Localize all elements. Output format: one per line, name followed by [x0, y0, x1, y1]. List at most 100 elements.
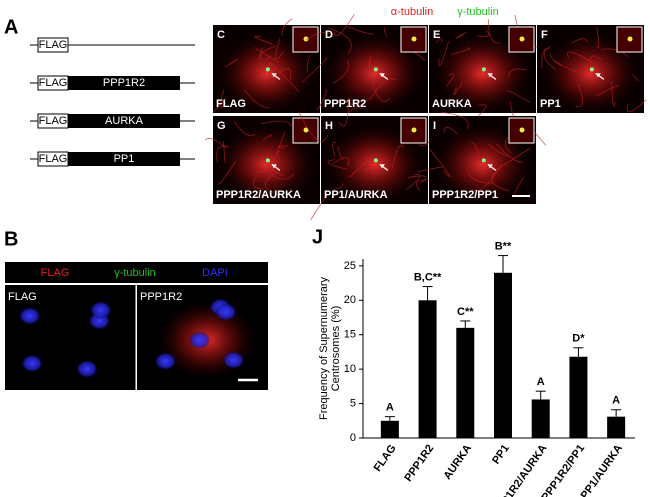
microtubule — [254, 47, 280, 64]
microtubule — [383, 27, 387, 37]
inset-dot — [519, 127, 525, 133]
inset-dot — [303, 36, 309, 42]
inset-dot — [519, 36, 525, 42]
microtubule — [504, 137, 512, 154]
arrowhead — [379, 164, 385, 169]
cell-glow — [434, 33, 531, 113]
stain-label: γ-tubulin — [114, 267, 156, 279]
microtubule — [451, 47, 471, 55]
microtubule — [478, 104, 487, 116]
insert-name: PPP1R2 — [103, 77, 145, 89]
microtubule — [333, 182, 344, 190]
insert-name: PP1 — [114, 153, 135, 165]
centrosome — [265, 67, 270, 72]
microtubule — [243, 89, 270, 109]
inset-dot — [411, 36, 417, 42]
panel-name: PPP1R2 — [140, 291, 182, 303]
bar-label: C** — [457, 306, 474, 318]
bar-label: D* — [572, 333, 585, 345]
panel-letter: H — [325, 120, 333, 132]
panel-letter: C — [217, 29, 225, 41]
microtubule — [468, 172, 493, 184]
microtubule — [298, 111, 329, 142]
centrosome — [265, 158, 270, 163]
microtubule — [488, 19, 500, 44]
x-tick-label: FLAG — [372, 443, 399, 474]
panel-name: PPP1R2/AURKA — [216, 189, 301, 201]
panel-name: PP1 — [540, 98, 561, 110]
panel-letter: E — [433, 29, 440, 41]
y-tick-label: 5 — [350, 397, 356, 409]
insert-box — [68, 152, 180, 166]
panel-name: AURKA — [432, 98, 472, 110]
microtubule — [406, 173, 421, 190]
nucleus — [154, 352, 177, 371]
flag-tag: FLAG — [39, 39, 68, 51]
microtubule — [258, 45, 277, 65]
microtubule — [332, 156, 350, 166]
arrowhead — [271, 164, 277, 169]
microtubule — [337, 99, 363, 110]
flag-box — [37, 37, 69, 53]
microtubule — [333, 13, 355, 36]
microtubule — [253, 174, 263, 189]
microtubule — [305, 31, 335, 41]
insert-name: AURKA — [105, 115, 144, 127]
microtubule — [279, 67, 292, 80]
microtubule — [316, 88, 328, 111]
microtubule — [507, 68, 528, 79]
inset-dot — [411, 127, 417, 133]
bar-label: A — [612, 395, 620, 407]
bar — [456, 327, 475, 438]
microtubule — [415, 179, 431, 191]
microtubule — [495, 143, 523, 163]
microtubule — [596, 84, 619, 97]
microtubule — [306, 54, 311, 73]
microtubule — [541, 47, 550, 69]
microtubule — [349, 156, 371, 178]
microtubule — [338, 146, 344, 161]
microtubule — [632, 74, 639, 82]
microtubule — [262, 134, 272, 141]
microtubule — [212, 97, 227, 113]
microtubule — [261, 166, 285, 177]
insert-box — [68, 114, 180, 128]
bar-label: A — [386, 402, 394, 414]
panel-name: PPP1R2 — [324, 98, 366, 110]
microtubule — [491, 171, 509, 192]
bar — [494, 272, 512, 438]
microtubule — [369, 74, 391, 102]
microtubule — [436, 37, 443, 44]
microtubule — [254, 35, 273, 45]
panel-label: A — [4, 16, 18, 38]
microtubule — [407, 175, 427, 184]
microtubule — [596, 26, 600, 49]
bar-label: B,C** — [414, 271, 442, 283]
panel-letter: G — [217, 120, 226, 132]
microtubule — [253, 160, 270, 174]
microtubule — [626, 99, 647, 113]
nucleus — [188, 331, 211, 350]
panel-name: FLAG — [216, 98, 246, 110]
panel-label: J — [312, 226, 323, 248]
bar-label: B** — [495, 240, 512, 252]
microtubule — [506, 90, 530, 103]
stain-label: DAPI — [202, 267, 228, 279]
microtubule — [277, 145, 289, 149]
arrowhead — [379, 73, 385, 78]
cell-glow — [218, 124, 315, 204]
microtubule — [601, 48, 629, 58]
nucleus — [21, 354, 44, 373]
panel-letter: F — [541, 29, 548, 41]
panel-name: PPP1R2/PP1 — [432, 189, 498, 201]
x-tick-label: PPP1R2 — [402, 443, 436, 484]
microtubule — [417, 166, 444, 173]
microtubule — [327, 159, 348, 170]
cell-glow — [218, 33, 315, 113]
arrowhead — [487, 73, 493, 78]
microtubule — [269, 172, 294, 180]
arrowhead — [271, 73, 277, 78]
panel-name: FLAG — [8, 291, 37, 303]
microtubule — [456, 31, 467, 39]
bar — [418, 300, 437, 438]
